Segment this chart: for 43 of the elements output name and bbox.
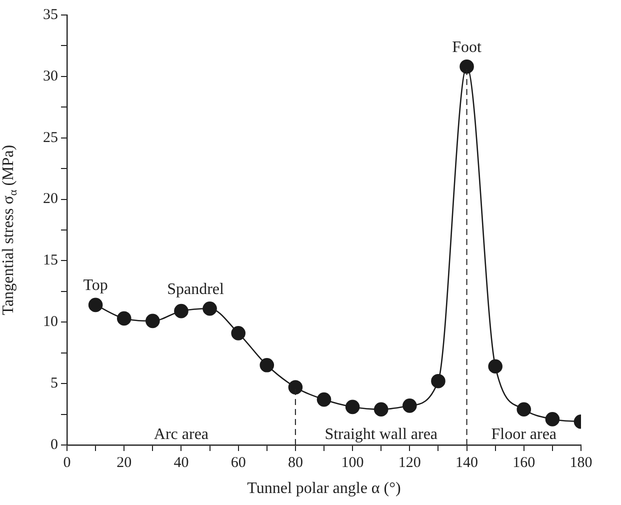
x-tick-label: 160	[512, 454, 536, 471]
x-tick-label: 80	[288, 454, 303, 471]
y-tick-label: 25	[43, 130, 58, 146]
y-tick-label: 0	[50, 436, 58, 453]
x-tick-label: 100	[341, 454, 364, 471]
annotation: Straight wall area	[324, 426, 438, 444]
y-tick-label: 15	[43, 252, 58, 269]
annotation: Foot	[452, 38, 482, 56]
point	[288, 380, 303, 394]
point	[202, 301, 217, 316]
y-tick-label: 35	[43, 6, 58, 23]
x-tick-label: 60	[230, 454, 246, 471]
point	[402, 398, 417, 413]
point	[374, 402, 388, 417]
point	[431, 374, 446, 388]
point	[231, 326, 246, 340]
y-tick-label: 20	[43, 191, 58, 208]
point	[460, 59, 474, 74]
point	[316, 392, 332, 407]
point	[146, 314, 160, 328]
annotation: Top	[83, 277, 108, 294]
y-tick-label: 30	[43, 68, 58, 84]
y-axis-title: Tangential stress σα (MPa)	[0, 144, 20, 316]
x-tick-label: 20	[116, 454, 132, 471]
point	[545, 412, 560, 426]
annotation: Arc area	[154, 426, 209, 444]
point	[345, 400, 360, 414]
x-tick-label: 120	[398, 454, 421, 471]
y-tick-label: 5	[50, 376, 58, 392]
point	[116, 311, 132, 326]
x-tick-label: 140	[456, 454, 478, 471]
point	[488, 359, 502, 374]
point	[174, 304, 188, 318]
x-tick-label: 40	[174, 454, 189, 471]
x-tick-label: 180	[570, 454, 592, 471]
y-tick-label: 10	[43, 314, 58, 330]
x-axis-title: Tunnel polar angle α (°)	[247, 480, 401, 498]
point	[88, 298, 103, 312]
annotation: Floor area	[491, 426, 557, 444]
annotation: Spandrel	[167, 280, 224, 298]
point	[516, 402, 532, 417]
point	[260, 358, 274, 372]
x-tick-label: 0	[63, 454, 71, 471]
